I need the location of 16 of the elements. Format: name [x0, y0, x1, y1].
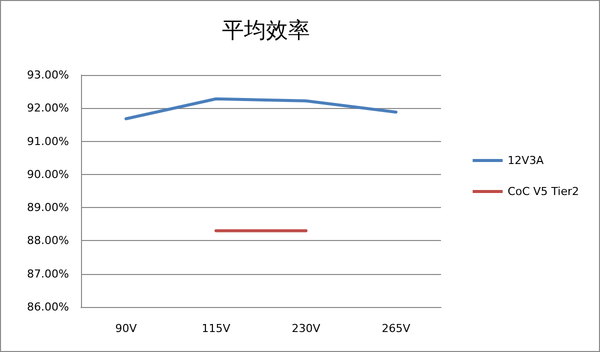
- y-tick-label: 91.00%: [27, 134, 69, 148]
- line-series: [124, 97, 398, 120]
- x-tick-label: 230V: [292, 322, 321, 335]
- x-tick-label: 115V: [202, 322, 231, 335]
- y-tick-label: 87.00%: [27, 267, 69, 280]
- y-tick-label: 86.00%: [27, 300, 69, 314]
- y-tick-label: 89.00%: [27, 201, 69, 214]
- legend-label: 12V3A: [508, 154, 544, 167]
- y-tick-label: 88.00%: [27, 234, 69, 248]
- x-tick-label: 265V: [382, 322, 411, 335]
- y-tick-label: 93.00%: [27, 68, 69, 82]
- chart-title: 平均效率: [222, 18, 310, 44]
- legend-label: CoC V5 Tier2: [508, 185, 580, 198]
- y-tick-label: 92.00%: [27, 102, 69, 115]
- x-tick-label: 90V: [115, 322, 138, 335]
- y-tick-label: 90.00%: [27, 168, 69, 181]
